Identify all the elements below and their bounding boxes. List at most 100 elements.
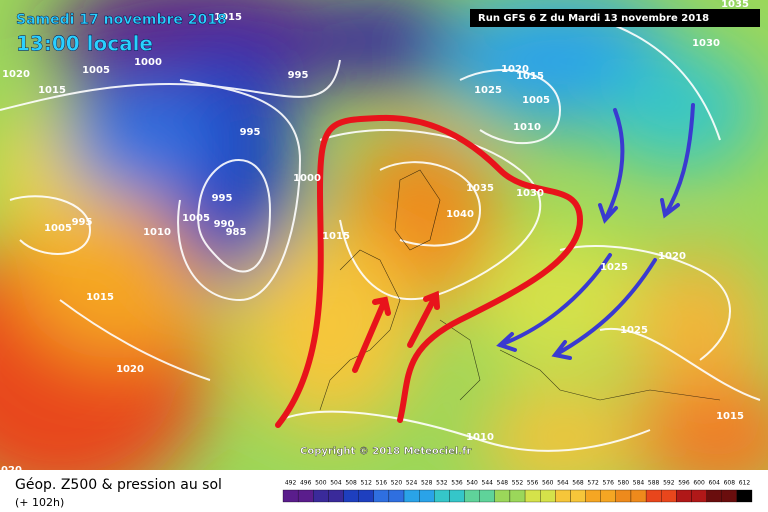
scale-swatch — [706, 489, 722, 503]
color-scale: 492 496 500 504 508 512 516 520 524 528 532 536 540 5… — [282, 480, 753, 503]
isobar-label: 1020 — [658, 251, 686, 262]
scale-swatch — [494, 489, 511, 503]
scale-label: 552 — [512, 480, 524, 487]
scale-swatch — [297, 489, 314, 503]
scale-swatch — [630, 489, 647, 503]
isobar-label: 1030 — [692, 38, 720, 49]
scale-swatch — [388, 489, 405, 503]
scale-label: 544 — [482, 480, 494, 487]
scale-label: 500 — [315, 480, 327, 487]
isobar-label: 1020 — [0, 465, 22, 476]
scale-swatch — [403, 489, 420, 503]
scale-label: 604 — [708, 480, 720, 487]
scale-label: 556 — [527, 480, 539, 487]
scale-swatch — [676, 489, 692, 503]
isobar-label: 995 — [72, 217, 93, 228]
scale-label: 548 — [497, 480, 509, 487]
scale-swatch — [570, 489, 586, 503]
isobar-label: 1000 — [134, 57, 162, 68]
isobar-label: 1035 — [466, 183, 494, 194]
isobar-label: 1025 — [600, 262, 628, 273]
isobar-label: 1010 — [143, 227, 171, 238]
isobar-label: 1015 — [38, 85, 66, 96]
forecast-time: 13:00 locale — [16, 32, 153, 56]
isobar-label: 1035 — [721, 0, 749, 10]
scale-label: 536 — [451, 480, 463, 487]
isobar-label: 1015 — [716, 411, 744, 422]
scale-swatch — [282, 489, 299, 503]
forecast-date: Samedi 17 novembre 2018 — [16, 12, 227, 28]
scale-swatch — [524, 489, 541, 503]
scale-label: 528 — [421, 480, 433, 487]
scale-label: 520 — [391, 480, 403, 487]
footer-title: Géop. Z500 & pression au sol — [15, 477, 222, 493]
isobar-label: 1005 — [82, 65, 110, 76]
scale-label: 592 — [663, 480, 675, 487]
scale-label: 584 — [633, 480, 645, 487]
scale-swatch — [645, 489, 662, 503]
scale-label: 532 — [436, 480, 448, 487]
scale-swatch — [691, 489, 707, 503]
scale-swatch — [464, 489, 480, 503]
scale-label: 600 — [693, 480, 705, 487]
scale-label: 516 — [376, 480, 388, 487]
scale-label: 588 — [648, 480, 660, 487]
isobar-label: 990 — [214, 219, 235, 230]
scale-swatch — [313, 489, 329, 503]
isobar-label: 1005 — [522, 95, 550, 106]
ridge-arrows — [275, 114, 584, 428]
scale-label: 540 — [466, 480, 478, 487]
scale-swatch — [615, 489, 632, 503]
scale-label: 580 — [618, 480, 630, 487]
scale-swatch — [328, 489, 344, 503]
scale-label: 504 — [330, 480, 342, 487]
isobar-label: 1025 — [474, 85, 502, 96]
flow-arrows — [496, 103, 695, 360]
scale-label: 596 — [678, 480, 690, 487]
scale-label: 572 — [587, 480, 599, 487]
isobar-label: 1015 — [86, 292, 114, 303]
scale-swatch — [585, 489, 601, 503]
isobar-label: 1005 — [44, 223, 72, 234]
isobar-label: 1010 — [466, 432, 494, 443]
scale-swatch — [479, 489, 495, 503]
isobar-label: 1020 — [501, 64, 529, 75]
isobar-label: 1010 — [513, 122, 541, 133]
isobar-label: 1030 — [516, 188, 544, 199]
scale-label: 524 — [406, 480, 418, 487]
isobar-label: 995 — [212, 193, 233, 204]
scale-label: 560 — [542, 480, 554, 487]
scale-swatch — [358, 489, 374, 503]
isobar-label: 1025 — [620, 325, 648, 336]
scale-label: 564 — [557, 480, 569, 487]
scale-swatch — [736, 489, 753, 503]
scale-label: 612 — [739, 480, 751, 487]
scale-swatch — [509, 489, 526, 503]
scale-swatch — [419, 489, 435, 503]
isobar-label: 1000 — [293, 173, 321, 184]
scale-label: 512 — [360, 480, 372, 487]
isobar-label: 985 — [226, 227, 247, 238]
run-info: Run GFS 6 Z du Mardi 13 novembre 2018 — [478, 13, 709, 24]
scale-label: 608 — [724, 480, 736, 487]
scale-label: 568 — [572, 480, 584, 487]
scale-label: 492 — [285, 480, 297, 487]
scale-swatch — [600, 489, 616, 503]
isobar-label: 1015 — [322, 231, 350, 242]
isobar-label: 995 — [288, 70, 309, 81]
isobar-label: 1015 — [214, 12, 242, 23]
run-box — [470, 9, 760, 27]
isobar-label: 1040 — [446, 209, 474, 220]
isobars — [0, 19, 761, 452]
scale-swatch — [721, 489, 738, 503]
isobar-label: 1020 — [116, 364, 144, 375]
scale-swatch — [434, 489, 450, 503]
isobar-label: 1005 — [182, 213, 210, 224]
scale-swatch — [540, 489, 556, 503]
scale-label: 576 — [603, 480, 615, 487]
copyright: Copyright © 2018 Meteociel.fr — [300, 446, 471, 457]
footer-subtitle: (+ 102h) — [15, 496, 64, 509]
scale-label: 496 — [300, 480, 312, 487]
